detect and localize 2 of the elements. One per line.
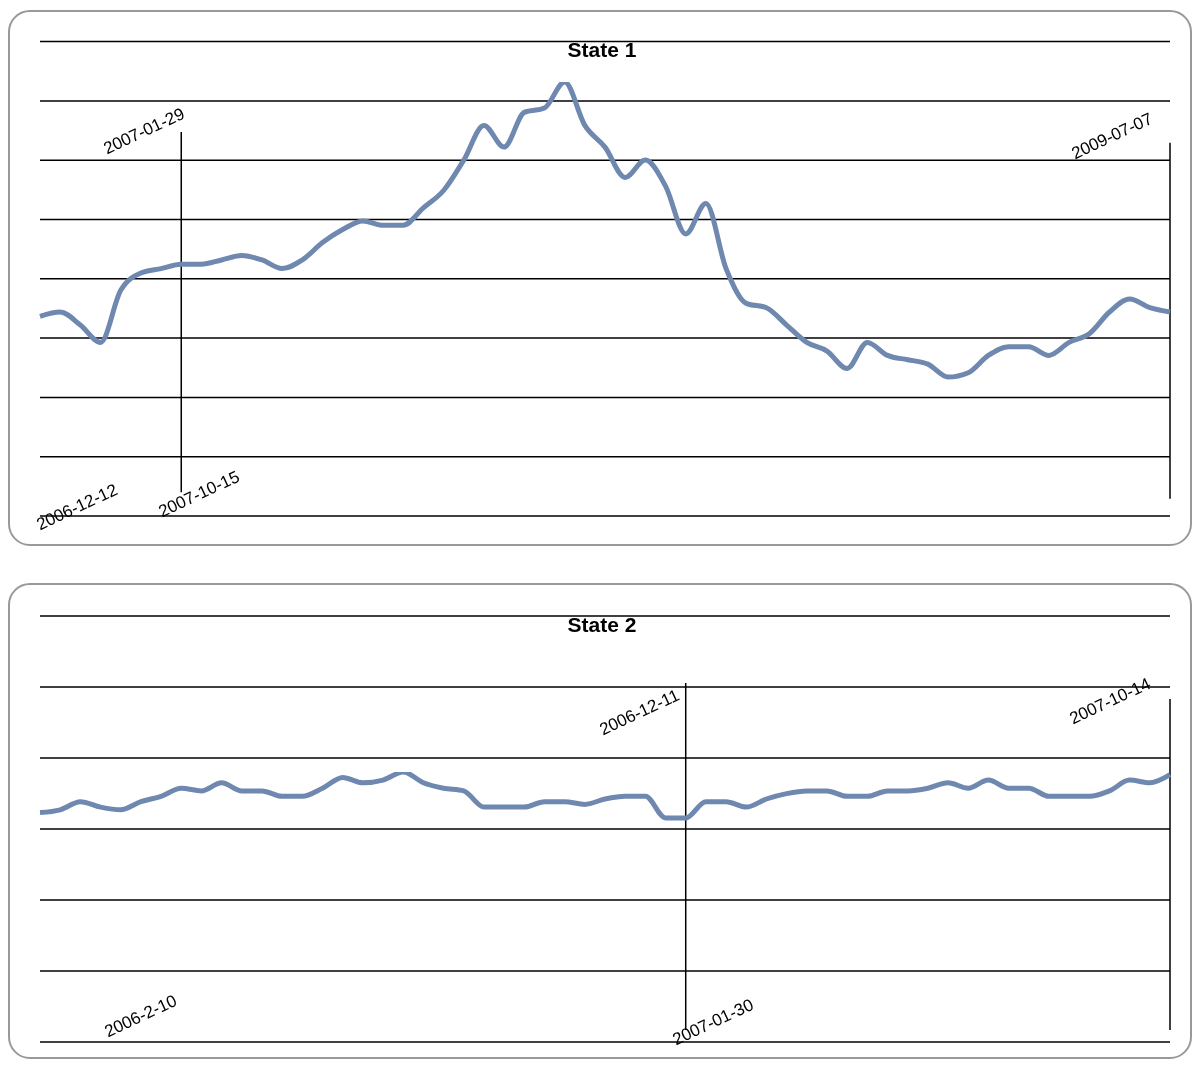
chart-title: State 1 bbox=[566, 38, 638, 62]
chart-title: State 2 bbox=[566, 613, 638, 637]
